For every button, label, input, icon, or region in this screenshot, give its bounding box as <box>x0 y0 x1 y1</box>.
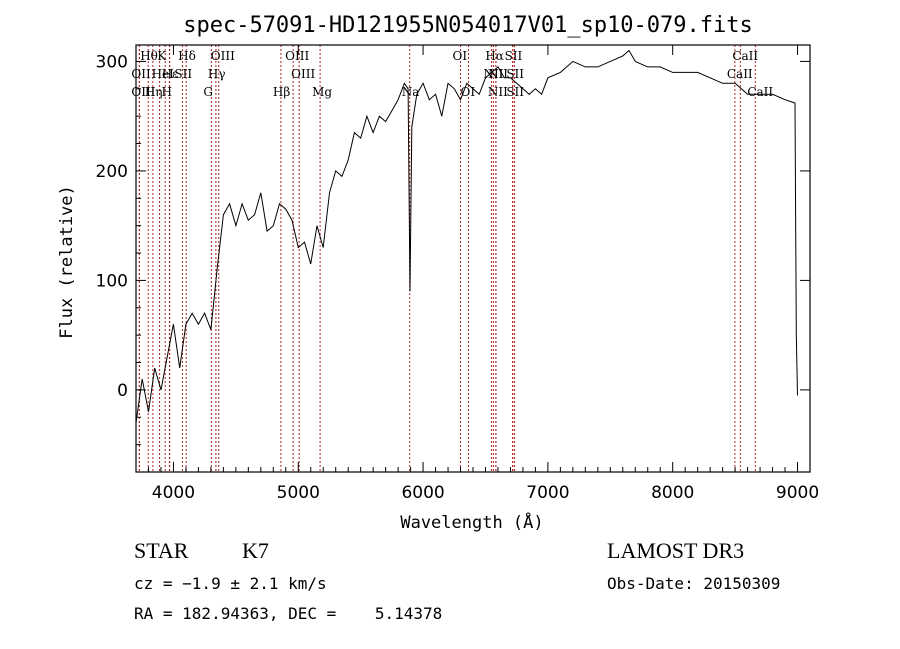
line-label-27: NII <box>488 85 508 99</box>
x-tick-label-4: 8000 <box>651 483 694 503</box>
line-label-5: OI <box>453 49 468 63</box>
object-class: STAR <box>134 538 189 563</box>
line-label-9: OII <box>131 67 151 81</box>
y-tick-label-0: 0 <box>117 381 128 401</box>
line-label-2: Hδ <box>178 49 196 63</box>
coordinates: RA = 182.94363, DEC = 5.14378 <box>134 604 443 623</box>
line-label-10: Hε <box>162 67 179 81</box>
line-label-23: Hβ <box>273 85 290 99</box>
line-label-3: OIII <box>211 49 235 63</box>
x-tick-label-0: 4000 <box>152 483 195 503</box>
y-axis-ticks: 0 100 200 300 <box>96 52 810 446</box>
line-label-25: Na <box>402 85 420 99</box>
plot-frame <box>135 44 811 473</box>
chart-title: spec-57091-HD121955N054017V01_sp10-079.f… <box>183 13 753 38</box>
x-axis-ticks: 4000 5000 6000 7000 8000 9000 <box>135 45 819 503</box>
line-label-11: HeI <box>152 67 175 81</box>
line-label-20: Hη <box>145 85 163 99</box>
x-tick-label-3: 7000 <box>526 483 569 503</box>
x-axis-label: Wavelength (Å) <box>400 511 543 533</box>
line-label-21: H <box>161 85 171 99</box>
x-tick-label-2: 6000 <box>401 483 444 503</box>
line-label-17: SII <box>506 67 524 81</box>
y-tick-label-2: 200 <box>96 162 128 182</box>
line-label-26: OI <box>461 85 476 99</box>
line-label-7: SII <box>505 49 523 63</box>
x-tick-label-1: 5000 <box>277 483 320 503</box>
line-label-15: NII <box>483 67 503 81</box>
line-label-1: K <box>157 49 167 63</box>
line-label-13: Hγ <box>208 67 226 81</box>
line-label-14: OIII <box>291 67 315 81</box>
line-label-22: G <box>203 85 213 99</box>
object-subclass: K7 <box>242 538 269 563</box>
line-label-12: SII <box>174 67 192 81</box>
redshift-cz: cz = −1.9 ± 2.1 km/s <box>134 574 327 593</box>
line-label-28: SII <box>506 85 524 99</box>
spectrum-series <box>135 49 798 423</box>
line-label-24: Mg <box>312 85 332 99</box>
observation-date: Obs-Date: 20150309 <box>607 574 781 593</box>
line-label-8: CaII <box>732 49 758 63</box>
line-label-4: OIII <box>285 49 309 63</box>
survey-name: LAMOST DR3 <box>607 538 745 563</box>
line-label-16: NII <box>488 67 508 81</box>
line-label-6: Hα <box>485 49 504 63</box>
line-label-0: Hθ <box>140 49 158 63</box>
spectral-line-markers <box>138 45 756 472</box>
line-label-29: CaII <box>747 85 773 99</box>
y-axis-label: Flux (relative) <box>57 185 77 339</box>
line-label-18: CaII <box>727 67 753 81</box>
y-tick-label-3: 300 <box>96 52 128 72</box>
x-tick-label-5: 9000 <box>776 483 819 503</box>
y-tick-label-1: 100 <box>96 271 128 291</box>
